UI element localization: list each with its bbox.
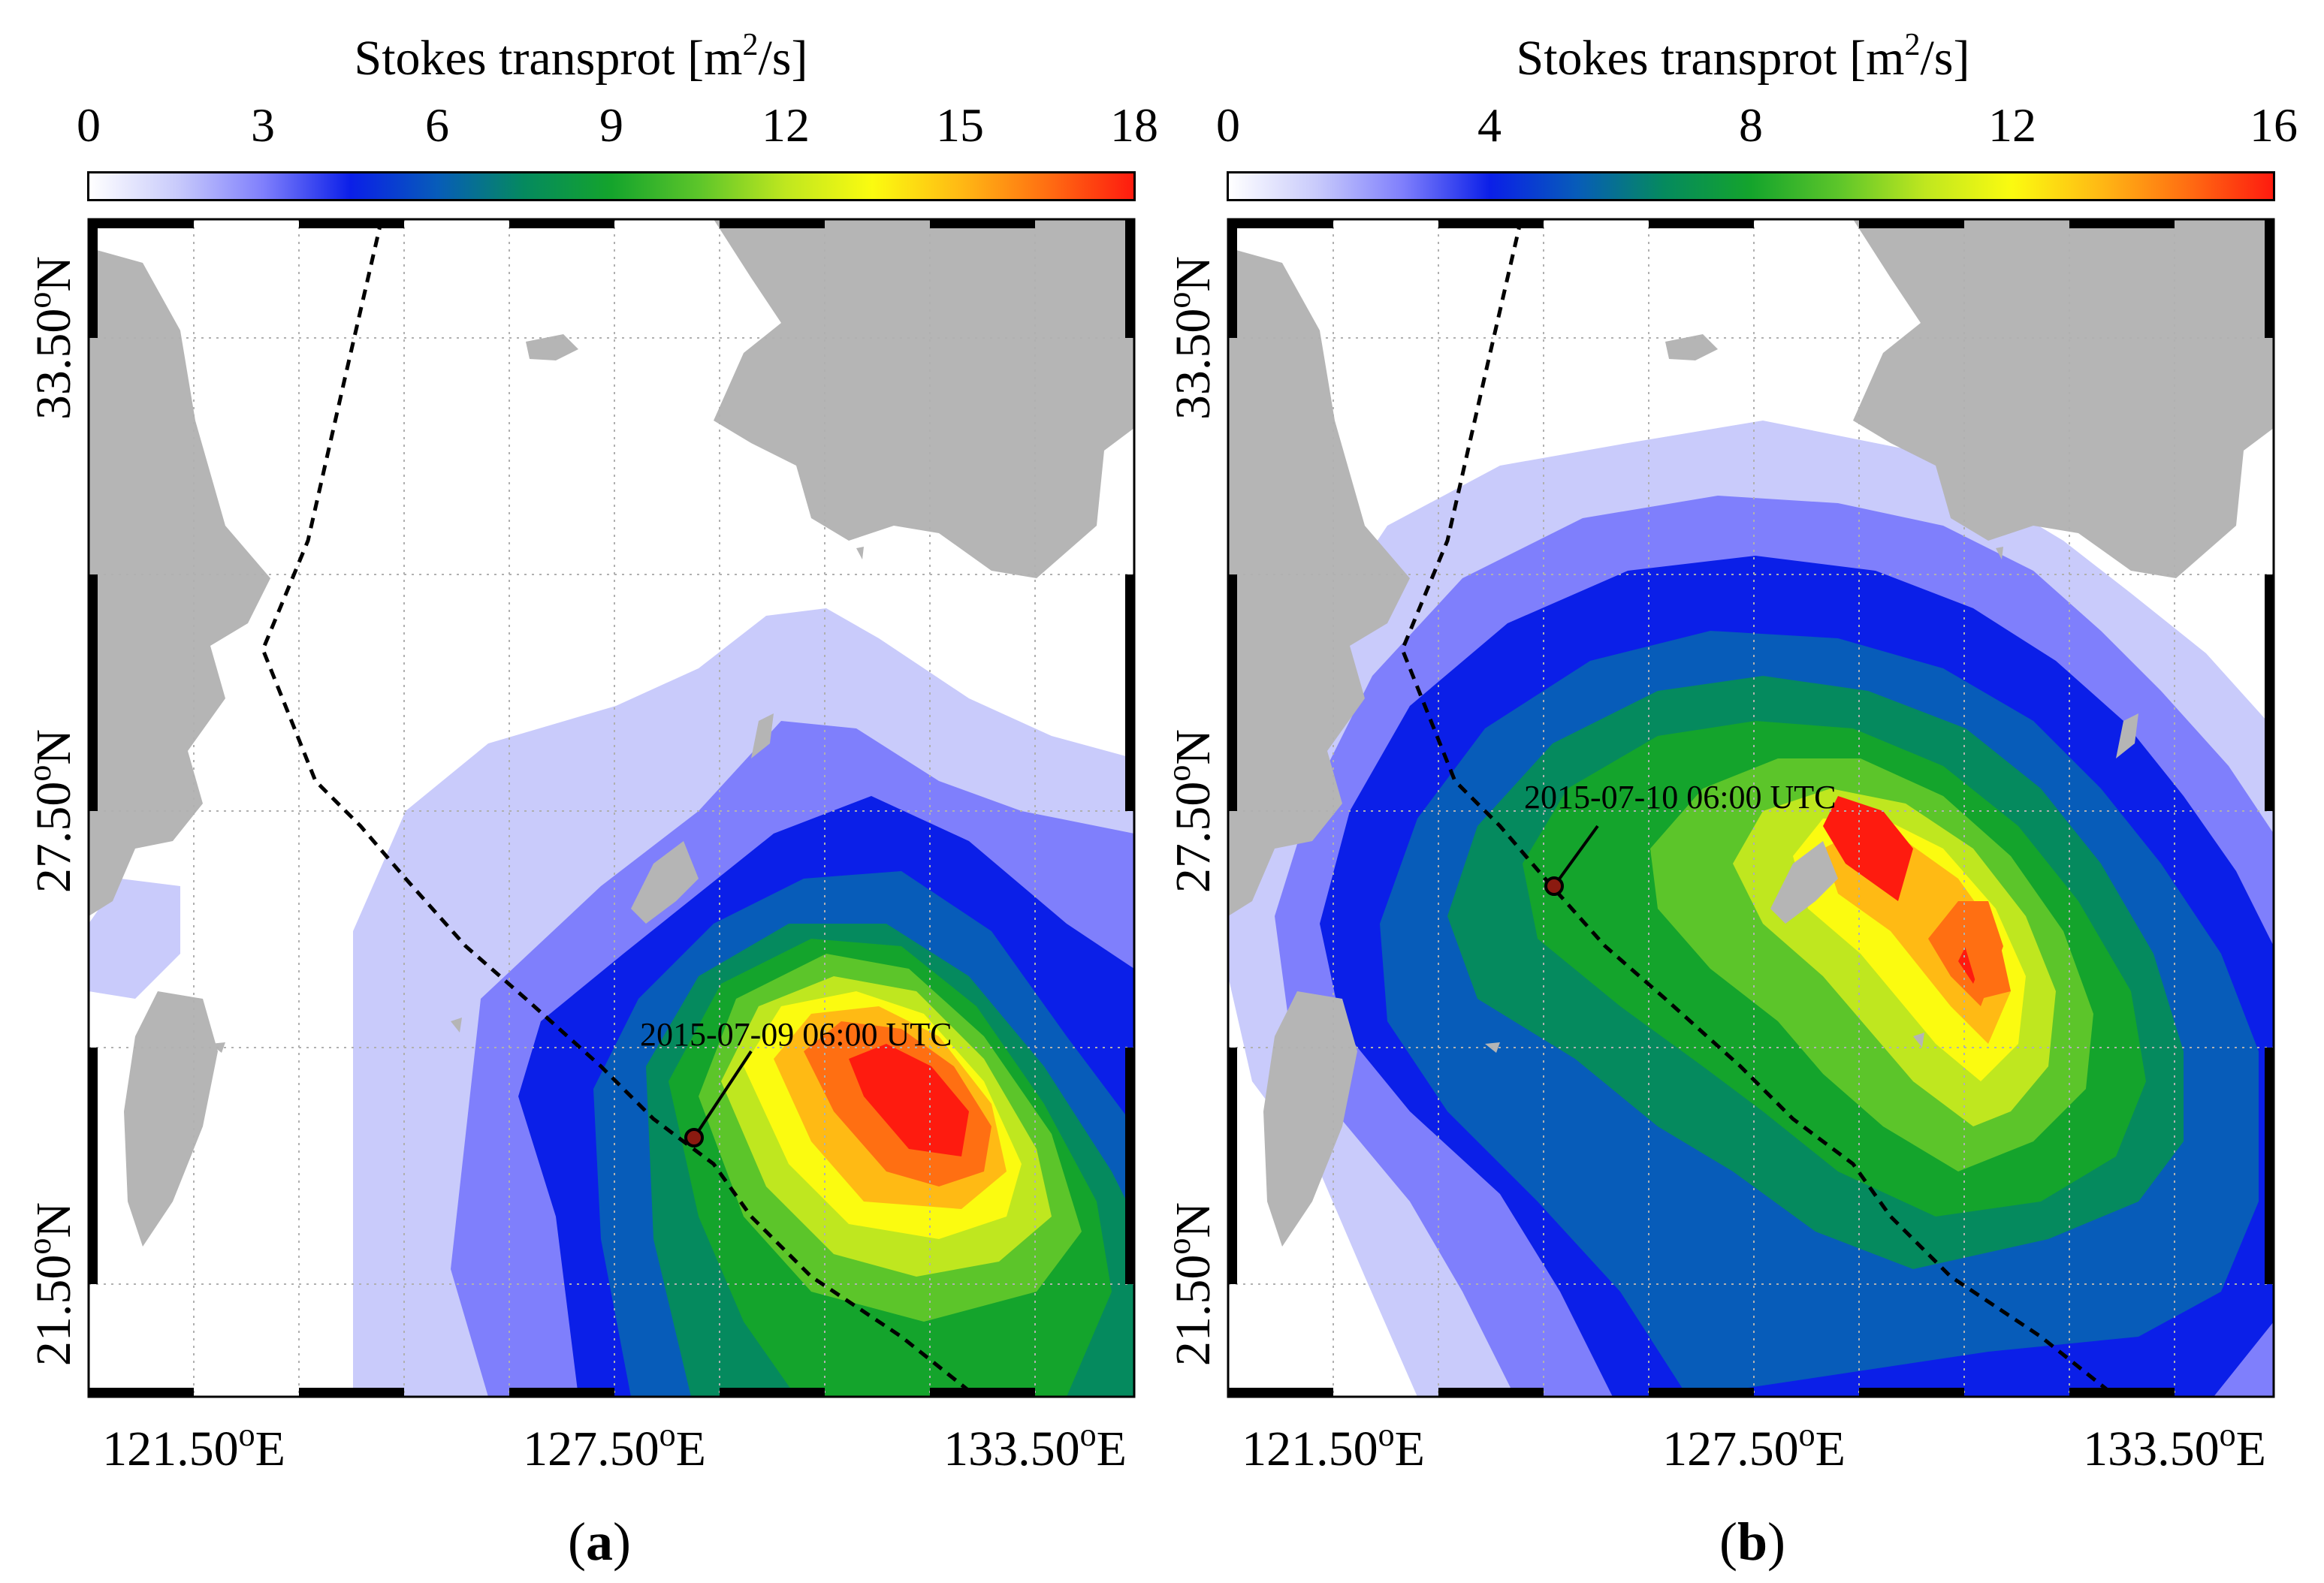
colorbar-tick: 0 xyxy=(1216,98,1240,152)
land-a xyxy=(89,219,1134,1247)
panel-b: Stokes transprot [m2/s] 0 4 8 12 16 xyxy=(1160,0,2324,1583)
annotation-leader-a xyxy=(693,1050,753,1139)
lon-label: 121.50oE xyxy=(102,1416,285,1477)
stokes-field-a xyxy=(89,608,1134,1397)
panel-a: Stokes transprot [m2/s] 0 3 6 9 12 15 18 xyxy=(21,28,1158,1572)
colorbar-tick: 9 xyxy=(599,98,623,152)
colorbar-tick: 16 xyxy=(2250,98,2298,152)
lat-label: 21.50oN xyxy=(21,1202,81,1367)
panel-label: (b) xyxy=(1719,1512,1786,1572)
colorbar-title: Stokes transprot [m2/s] xyxy=(1516,28,1970,86)
typhoon-center-b xyxy=(1544,876,1564,896)
panel-label: (a) xyxy=(568,1512,631,1572)
timestamp-annotation: 2015-07-10 06:00 UTC xyxy=(1524,779,1837,816)
typhoon-track-b xyxy=(1400,219,2117,1397)
colorbar-tick: 6 xyxy=(425,98,449,152)
lon-label: 127.50oE xyxy=(523,1416,706,1477)
lat-label: 21.50oN xyxy=(1160,1202,1221,1367)
colorbar-tick: 4 xyxy=(1477,98,1502,152)
lat-label: 27.50oN xyxy=(1160,728,1221,894)
annotation-leader-b xyxy=(1553,825,1599,888)
colorbar-tick: 0 xyxy=(77,98,101,152)
typhoon-track-a xyxy=(261,219,978,1397)
frame-ticks-b xyxy=(1228,219,2274,1397)
colorbar xyxy=(87,171,1136,201)
land-b xyxy=(1228,219,2274,1247)
lat-label: 33.50oN xyxy=(21,255,81,421)
colorbar xyxy=(1227,171,2275,201)
lon-label: 133.50oE xyxy=(2083,1416,2266,1477)
timestamp-annotation: 2015-07-09 06:00 UTC xyxy=(640,1016,952,1053)
lon-label: 133.50oE xyxy=(943,1416,1127,1477)
lon-label: 127.50oE xyxy=(1662,1416,1846,1477)
lon-label: 121.50oE xyxy=(1242,1416,1425,1477)
colorbar-title: Stokes transprot [m2/s] xyxy=(354,28,808,86)
stokes-field-b xyxy=(1228,421,2274,1397)
frame-ticks-a xyxy=(89,219,1134,1397)
grid-b xyxy=(1228,219,2274,1397)
colorbar-tick: 3 xyxy=(251,98,275,152)
colorbar-tick: 12 xyxy=(1988,98,2036,152)
map-a xyxy=(87,218,1136,1398)
typhoon-center-a xyxy=(684,1128,704,1147)
grid-a xyxy=(89,219,1134,1397)
colorbar-tick: 12 xyxy=(762,98,810,152)
colorbar-tick: 15 xyxy=(936,98,984,152)
colorbar-tick: 18 xyxy=(1110,98,1158,152)
map-b xyxy=(1227,218,2275,1398)
colorbar-tick: 8 xyxy=(1739,98,1763,152)
lat-label: 27.50oN xyxy=(21,728,81,894)
lat-label: 33.50oN xyxy=(1160,255,1221,421)
